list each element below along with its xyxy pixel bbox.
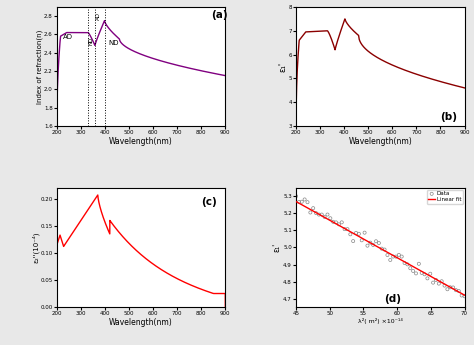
- Data: [358, 238, 365, 243]
- Data: [341, 226, 348, 232]
- Data: [415, 261, 423, 267]
- Data: [361, 230, 368, 235]
- Data: [461, 294, 468, 299]
- Data: [332, 220, 340, 225]
- Linear fit: [336, 223, 342, 227]
- Y-axis label: ε₂''(10⁻⁴): ε₂''(10⁻⁴): [32, 232, 39, 263]
- Data: [392, 254, 400, 259]
- Data: [369, 242, 377, 248]
- Legend: Data, Linear fit: Data, Linear fit: [427, 190, 463, 204]
- Linear fit: [322, 215, 328, 219]
- Data: [346, 231, 354, 237]
- Data: [298, 199, 306, 205]
- Data: [335, 221, 343, 227]
- Data: [338, 220, 346, 225]
- Data: [349, 238, 357, 244]
- Data: [410, 268, 417, 274]
- Data: [329, 219, 337, 225]
- Data: [307, 210, 314, 215]
- Linear fit: [293, 199, 299, 204]
- Linear fit: [462, 293, 467, 297]
- Line: Linear fit: Linear fit: [296, 201, 465, 295]
- Data: [315, 212, 323, 217]
- Data: [321, 214, 328, 220]
- Data: [418, 270, 426, 276]
- Data: [355, 231, 363, 237]
- Data: [304, 199, 311, 205]
- Data: [441, 283, 448, 288]
- Data: [383, 252, 391, 258]
- Data: [295, 199, 303, 205]
- Linear fit: [350, 231, 356, 235]
- Data: [427, 271, 434, 276]
- Linear fit: [347, 230, 353, 234]
- Linear fit: [399, 258, 404, 262]
- Text: (b): (b): [440, 112, 457, 122]
- Data: [447, 285, 454, 290]
- Text: (c): (c): [201, 197, 217, 207]
- Data: [407, 265, 414, 271]
- Data: [310, 205, 317, 211]
- Data: [424, 276, 431, 281]
- Data: [352, 230, 360, 236]
- X-axis label: λ²( m²) ×10⁻¹⁴: λ²( m²) ×10⁻¹⁴: [358, 318, 403, 324]
- Text: ND: ND: [109, 40, 119, 46]
- Data: [404, 262, 411, 267]
- Data: [301, 197, 309, 202]
- Data: [432, 277, 440, 283]
- Data: [366, 240, 374, 245]
- Data: [292, 194, 300, 199]
- Data: [324, 212, 331, 217]
- Data: [389, 254, 397, 259]
- Data: [421, 272, 428, 277]
- Y-axis label: Index of refraction(n): Index of refraction(n): [36, 29, 43, 103]
- Data: [412, 270, 420, 276]
- Data: [344, 226, 351, 232]
- Data: [312, 210, 320, 216]
- Data: [395, 252, 402, 258]
- Text: (d): (d): [383, 294, 401, 304]
- Text: ND: ND: [89, 36, 94, 45]
- Data: [438, 278, 446, 284]
- Text: AD: AD: [63, 34, 73, 40]
- Data: [327, 216, 334, 221]
- Data: [386, 257, 394, 263]
- Data: [435, 281, 443, 286]
- Data: [449, 285, 457, 290]
- Data: [381, 247, 388, 252]
- Data: [458, 293, 465, 298]
- Data: [372, 238, 380, 244]
- Data: [429, 280, 437, 285]
- Y-axis label: ε₁': ε₁': [273, 243, 282, 252]
- Data: [318, 212, 326, 217]
- Data: [375, 240, 383, 246]
- Y-axis label: ε₁': ε₁': [278, 61, 287, 71]
- X-axis label: Wavelength(nm): Wavelength(nm): [348, 137, 412, 146]
- Data: [455, 288, 463, 294]
- Text: (a): (a): [211, 10, 228, 20]
- Linear fit: [342, 226, 347, 230]
- Data: [364, 243, 371, 248]
- X-axis label: Wavelength(nm): Wavelength(nm): [109, 318, 173, 327]
- Data: [398, 254, 405, 259]
- Text: AD: AD: [96, 12, 101, 20]
- Data: [401, 260, 409, 266]
- Data: [452, 287, 460, 293]
- Data: [444, 286, 451, 292]
- Data: [378, 246, 385, 252]
- X-axis label: Wavelength(nm): Wavelength(nm): [109, 137, 173, 146]
